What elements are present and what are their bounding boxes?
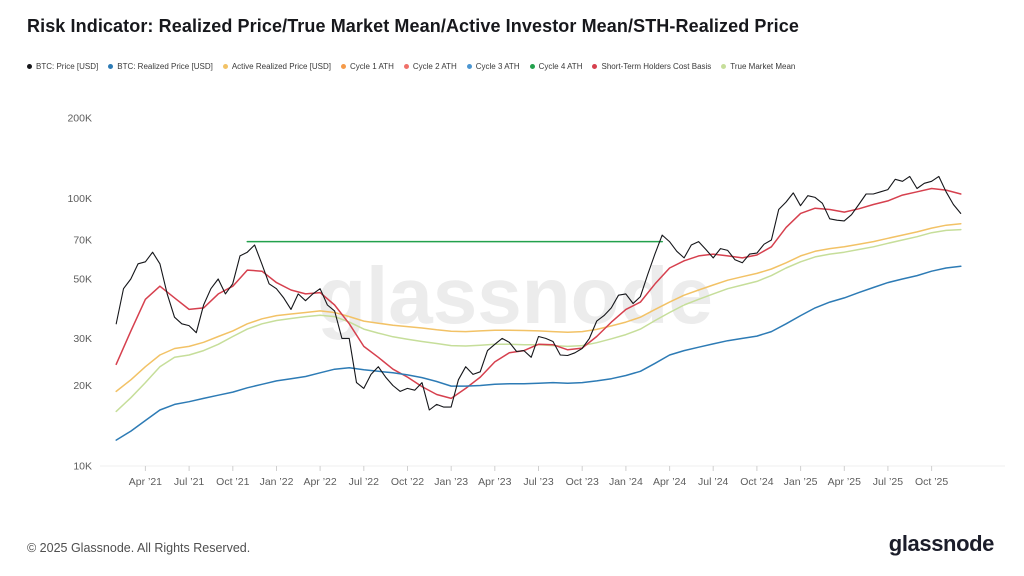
y-tick-label: 70K xyxy=(73,235,92,247)
legend-dot xyxy=(466,64,472,69)
legend-label: Short-Term Holders Cost Basis xyxy=(601,62,712,71)
series-line-short-term-holders-cost-basis xyxy=(115,187,962,400)
copyright-text: © 2025 Glassnode. All Rights Reserved. xyxy=(27,541,251,555)
x-tick-label: Apr ’24 xyxy=(653,476,686,488)
legend-item-cycle-4-ath[interactable]: Cycle 4 ATH xyxy=(529,62,583,71)
series-line-active-realized-price-usd xyxy=(115,222,962,393)
legend-dot xyxy=(592,64,598,69)
series-line-btc-realized-price-usd xyxy=(115,265,962,441)
x-tick-label: Jan ’25 xyxy=(784,476,818,488)
x-tick-label: Oct ’21 xyxy=(216,476,249,488)
x-tick-label: Jul ’22 xyxy=(349,476,380,488)
legend-label: True Market Mean xyxy=(730,62,796,71)
y-tick-label: 100K xyxy=(67,193,92,205)
x-tick-label: Oct ’24 xyxy=(740,476,773,488)
chart-canvas[interactable]: glassnode Apr ’21 Jul ’21 Oct ’21 Jan ’22 Apr… xyxy=(0,95,1024,515)
legend: BTC: Price [USD] BTC: Realized Price [USD… xyxy=(27,62,795,71)
x-tick-label: Apr ’21 xyxy=(129,476,162,488)
x-tick-label: Jul ’23 xyxy=(523,476,554,488)
x-tick-label: Jul ’21 xyxy=(174,476,205,488)
x-tick-label: Jan ’22 xyxy=(260,476,294,488)
legend-dot xyxy=(108,64,114,69)
legend-item-btc-realized-price-usd[interactable]: BTC: Realized Price [USD] xyxy=(108,62,213,71)
glassnode-logo: glassnode xyxy=(888,531,995,556)
legend-item-short-term-holders-cost-basis[interactable]: Short-Term Holders Cost Basis xyxy=(592,62,711,71)
series-line-btc-price-usd xyxy=(115,175,962,411)
x-tick-label: Jan ’24 xyxy=(609,476,643,488)
x-tick-label: Oct ’23 xyxy=(566,476,599,488)
legend-label: Active Realized Price [USD] xyxy=(231,62,331,71)
legend-label: Cycle 2 ATH xyxy=(412,62,457,71)
legend-label: Cycle 1 ATH xyxy=(349,62,394,71)
x-tick-label: Jul ’24 xyxy=(698,476,729,488)
legend-dot xyxy=(222,64,228,69)
legend-dot xyxy=(403,64,409,69)
y-tick-label: 50K xyxy=(73,274,92,286)
legend-item-cycle-3-ath[interactable]: Cycle 3 ATH xyxy=(466,62,520,71)
y-tick-label: 30K xyxy=(73,333,92,345)
legend-label: BTC: Price [USD] xyxy=(36,62,99,71)
legend-label: Cycle 3 ATH xyxy=(475,62,520,71)
x-tick-label: Apr ’25 xyxy=(828,476,861,488)
chart-title: Risk Indicator: Realized Price/True Mark… xyxy=(27,16,799,36)
legend-dot xyxy=(27,64,32,69)
y-tick-label: 20K xyxy=(73,380,92,392)
legend-item-btc-price-usd[interactable]: BTC: Price [USD] xyxy=(27,62,98,71)
x-tick-label: Jul ’25 xyxy=(873,476,904,488)
x-tick-label: Apr ’22 xyxy=(303,476,336,488)
x-tick-label: Oct ’22 xyxy=(391,476,424,488)
legend-dot xyxy=(721,64,727,69)
x-tick-label: Oct ’25 xyxy=(915,476,948,488)
legend-label: BTC: Realized Price [USD] xyxy=(117,62,213,71)
legend-item-cycle-2-ath[interactable]: Cycle 2 ATH xyxy=(403,62,457,71)
x-tick-label: Jan ’23 xyxy=(434,476,468,488)
legend-dot xyxy=(529,64,535,69)
legend-dot xyxy=(340,64,346,69)
legend-label: Cycle 4 ATH xyxy=(538,62,583,71)
y-tick-label: 10K xyxy=(73,461,92,473)
x-tick-label: Apr ’23 xyxy=(478,476,511,488)
legend-item-active-realized-price-usd[interactable]: Active Realized Price [USD] xyxy=(222,62,331,71)
legend-item-cycle-1-ath[interactable]: Cycle 1 ATH xyxy=(340,62,394,71)
legend-item-true-market-mean[interactable]: True Market Mean xyxy=(721,62,795,71)
y-tick-label: 200K xyxy=(67,113,92,125)
glassnode-watermark: glassnode xyxy=(317,251,713,340)
